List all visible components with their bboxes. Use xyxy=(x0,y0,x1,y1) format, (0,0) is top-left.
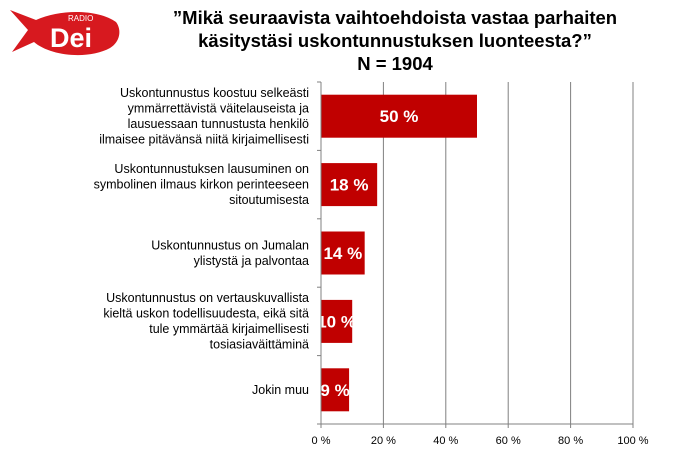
x-tick-label-0: 0 % xyxy=(312,435,331,447)
category-label-1-line-0: Uskontunnustuksen lausuminen on xyxy=(114,162,309,176)
category-label-4-line-0: Jokin muu xyxy=(252,383,309,397)
bar-3 xyxy=(321,299,353,343)
bar-value-label-2: 14 % xyxy=(323,244,362,263)
bar-value-label-0: 50 % xyxy=(380,107,419,126)
chart-title-line-1: ”Mikä seuraavista vaihtoehdoista vastaa … xyxy=(172,7,618,28)
x-tick-label-1: 20 % xyxy=(371,435,396,447)
radio-dei-logo: RADIO Dei xyxy=(10,10,120,56)
category-label-1-line-1: symbolinen ilmaus kirkon perinteeseen xyxy=(94,178,309,192)
bar-1 xyxy=(321,163,378,207)
x-tick-label-3: 60 % xyxy=(496,435,521,447)
x-tick-label-2: 40 % xyxy=(433,435,458,447)
category-label-3-line-2: tule ymmärtää kirjaimellisesti xyxy=(149,322,309,336)
bar-4 xyxy=(321,368,350,412)
bar-value-label-3: 10 % xyxy=(317,312,356,331)
logo-brand-text: Dei xyxy=(50,23,92,53)
bar-value-label-4: 9 % xyxy=(320,381,349,400)
x-tick-label-4: 80 % xyxy=(558,435,583,447)
category-label-2-line-1: ylistystä ja palvontaa xyxy=(194,254,309,268)
category-label-0-line-3: ilmaisee pitävänsä niitä kirjaimellisest… xyxy=(99,132,309,146)
logo-top-text: RADIO xyxy=(68,14,93,23)
category-label-1-line-2: sitoutumisesta xyxy=(229,193,309,207)
category-label-2-line-0: Uskontunnustus on Jumalan xyxy=(151,238,309,252)
category-label-3-line-3: tosiasiaväittäminä xyxy=(210,338,309,352)
category-label-3-line-1: kieltä uskon todellisuudesta, eikä sitä xyxy=(103,307,309,321)
fish-icon xyxy=(10,10,120,56)
chart-title-line-2: käsitystäsi uskontunnustuksen luonteesta… xyxy=(198,30,592,51)
x-tick-label-5: 100 % xyxy=(617,435,648,447)
chart-title: ”Mikä seuraavista vaihtoehdoista vastaa … xyxy=(130,6,660,75)
category-label-0-line-1: ymmärrettävistä väitelauseista ja xyxy=(128,101,309,115)
bar-0 xyxy=(321,94,477,138)
category-label-0-line-2: lausuessaan tunnustusta henkilö xyxy=(128,117,309,131)
bar-value-label-1: 18 % xyxy=(330,176,369,195)
bar-2 xyxy=(321,231,365,275)
chart-title-line-3: N = 1904 xyxy=(357,53,433,74)
category-label-3-line-0: Uskontunnustus on vertauskuvallista xyxy=(106,291,309,305)
category-label-0-line-0: Uskontunnustus koostuu selkeästi xyxy=(120,86,309,100)
